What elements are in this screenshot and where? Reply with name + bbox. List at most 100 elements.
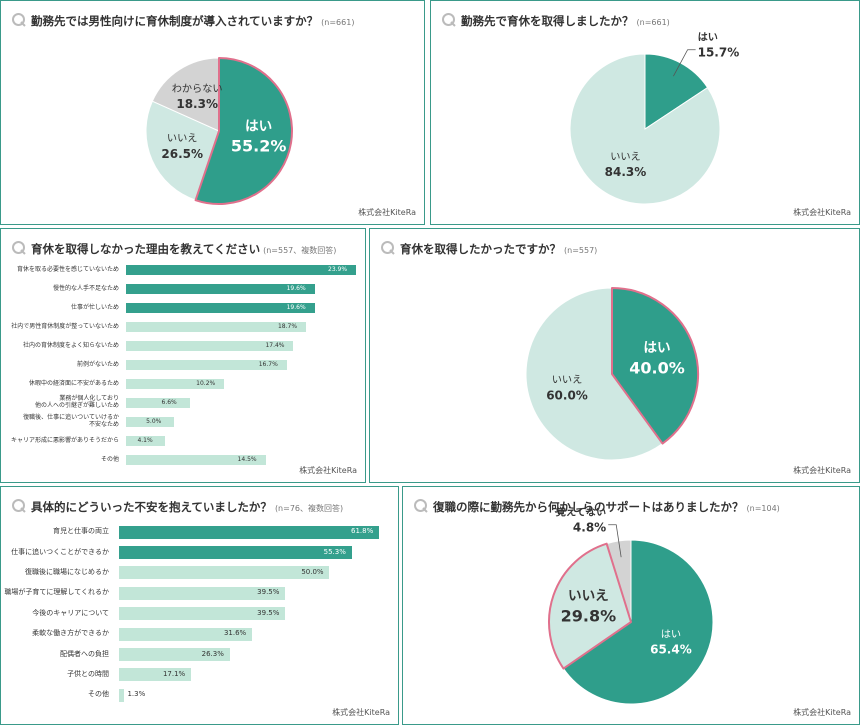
q-icon-tail: [422, 507, 428, 513]
bar-category-label: キャリア形成に悪影響がありそうだから: [10, 436, 119, 444]
q-icon-ring: [12, 499, 25, 512]
q-icon-tail: [450, 21, 456, 27]
chart-source: 株式会社KiteRa: [793, 466, 851, 475]
chart-title: 育休を取得しなかった理由を教えてください: [31, 242, 261, 256]
bar: [119, 525, 379, 539]
chart-note: (n=661): [636, 18, 670, 27]
q-icon-ring: [12, 13, 25, 26]
bar-category-label: 今後のキャリアについて: [32, 608, 109, 617]
bar: [126, 417, 175, 427]
bar-value-label: 6.6%: [161, 398, 177, 406]
chart-panel: 勤務先で育休を取得しましたか？ (n=661) 株式会社KiteRa はい 15.7% い…: [430, 0, 860, 225]
slice-value-label: 26.5%: [161, 147, 203, 161]
bar-value-label: 16.7%: [258, 360, 278, 368]
bar-category-label: 育児と仕事の両立: [53, 527, 109, 536]
q-icon-tail: [20, 507, 26, 513]
bar-value-label: 10.2%: [196, 379, 216, 387]
bar-value-label: 39.5%: [257, 588, 280, 597]
slice-value-label: 84.3%: [605, 165, 647, 179]
slice-value-label: 29.8%: [561, 606, 617, 625]
bar: [126, 341, 294, 351]
pie-chart: はい 15.7% いいえ 84.3%: [569, 31, 739, 205]
q-icon: [12, 241, 26, 255]
bar-category-label: 仕事が忙しいため: [70, 303, 119, 311]
bar-category-label: 復職後、仕事に追いついていけるか 不安なため: [23, 414, 119, 428]
pie-slice: [145, 100, 220, 201]
bar-category-label: その他: [100, 455, 119, 463]
bar-value-label: 19.6%: [286, 284, 306, 292]
slice-value-label: 18.3%: [176, 97, 218, 111]
bar-value-label: 26.3%: [201, 649, 224, 658]
bar-value-label: 23.9%: [328, 265, 348, 273]
q-icon: [442, 13, 456, 27]
slice-highlight: [611, 287, 699, 445]
bar: [126, 303, 315, 313]
bar-value-label: 39.5%: [257, 608, 280, 617]
slice-value-label: 40.0%: [629, 358, 685, 377]
bar-category-label: その他: [88, 690, 109, 699]
bar: [126, 322, 306, 332]
chart-panel: 具体的にどういった不安を抱えていましたか？ (n=76、複数回答) 株式会社Kite…: [0, 486, 399, 725]
pie-chart: はい 40.0% いいえ 60.0%: [525, 287, 699, 461]
chart-title-row: 育休を取得したかったですか？ (n=557): [400, 241, 597, 257]
q-icon: [414, 499, 428, 513]
chart-title-row: 復職の際に勤務先から何かしらのサポートはありましたか？ (n=104): [433, 499, 780, 515]
chart-title-row: 育休を取得しなかった理由を教えてください (n=557、複数回答): [31, 241, 336, 257]
bar-value-label: 14.5%: [237, 455, 257, 463]
leader-line: [608, 524, 622, 558]
slice-value-label: 65.4%: [650, 643, 692, 657]
bar: [126, 360, 287, 370]
slice-value-label: 55.2%: [231, 137, 287, 156]
bar-category-label: 配偶者への負担: [60, 649, 109, 658]
slice-category: はい: [661, 629, 681, 641]
chart-panel: 勤務先では男性向けに育休制度が導入されていますか？ (n=661) 株式会社Kite…: [0, 0, 425, 225]
slice-category: わからない: [172, 83, 223, 95]
pie-slice: [562, 539, 714, 705]
slice-highlight: [548, 542, 632, 670]
bar-value-label: 17.1%: [162, 669, 186, 678]
chart-note: (n=557): [564, 246, 598, 255]
bar-category-label: 休暇中の経済面に不安があるため: [28, 379, 119, 387]
pie-slice: [151, 57, 220, 132]
chart-title: 復職の際に勤務先から何かしらのサポートはありましたか？: [433, 500, 744, 514]
bar-value-label: 17.4%: [265, 341, 285, 349]
q-icon: [12, 13, 26, 27]
chart-source: 株式会社KiteRa: [332, 708, 390, 717]
bar: [119, 688, 125, 702]
bar: [119, 545, 352, 559]
chart-title: 勤務先で育休を取得しましたか？: [461, 14, 634, 28]
q-icon: [381, 241, 395, 255]
q-icon-ring: [12, 241, 25, 254]
bar-value-label: 31.6%: [223, 629, 247, 638]
bar-category-label: 柔軟な働き方ができるか: [32, 629, 109, 638]
bar: [126, 379, 225, 389]
bar-category-label: 慢性的な人手不足なため: [52, 284, 119, 292]
bar-category-label: 職場が子育てに理解してくれるか: [4, 588, 109, 597]
slice-category: いいえ: [552, 374, 583, 386]
bar-value-label: 50.0%: [301, 567, 324, 576]
q-icon-tail: [20, 249, 26, 255]
slice-value-label: 4.8%: [573, 520, 606, 534]
bar-category-label: 子供との時間: [67, 669, 109, 678]
slice-category: いいえ: [610, 151, 641, 163]
bar: [126, 398, 190, 408]
slice-value-label: 60.0%: [546, 388, 588, 402]
chart-title-row: 勤務先で育休を取得しましたか？ (n=661): [461, 13, 670, 29]
bar-value-label: 4.1%: [137, 436, 153, 444]
chart-source: 株式会社KiteRa: [358, 208, 416, 217]
chart-source: 株式会社KiteRa: [793, 208, 851, 217]
bar-value-label: 55.3%: [323, 547, 346, 556]
slice-category: はい: [698, 31, 718, 43]
q-icon: [12, 499, 26, 513]
bar-category-label: 社内の育休制度をよく知らないため: [22, 341, 119, 349]
chart-title-row: 勤務先では男性向けに育休制度が導入されていますか？ (n=661): [31, 13, 354, 29]
bar: [126, 436, 166, 446]
pie-slice: [525, 287, 664, 461]
q-icon-ring: [414, 499, 427, 512]
bar-value-label: 5.0%: [146, 417, 162, 425]
chart-note: (n=661): [321, 18, 355, 27]
chart-panel: 復職の際に勤務先から何かしらのサポートはありましたか？ (n=104) 株式会社Ki…: [402, 486, 860, 725]
q-icon-tail: [20, 21, 26, 27]
bar-value-label: 18.7%: [277, 322, 298, 330]
